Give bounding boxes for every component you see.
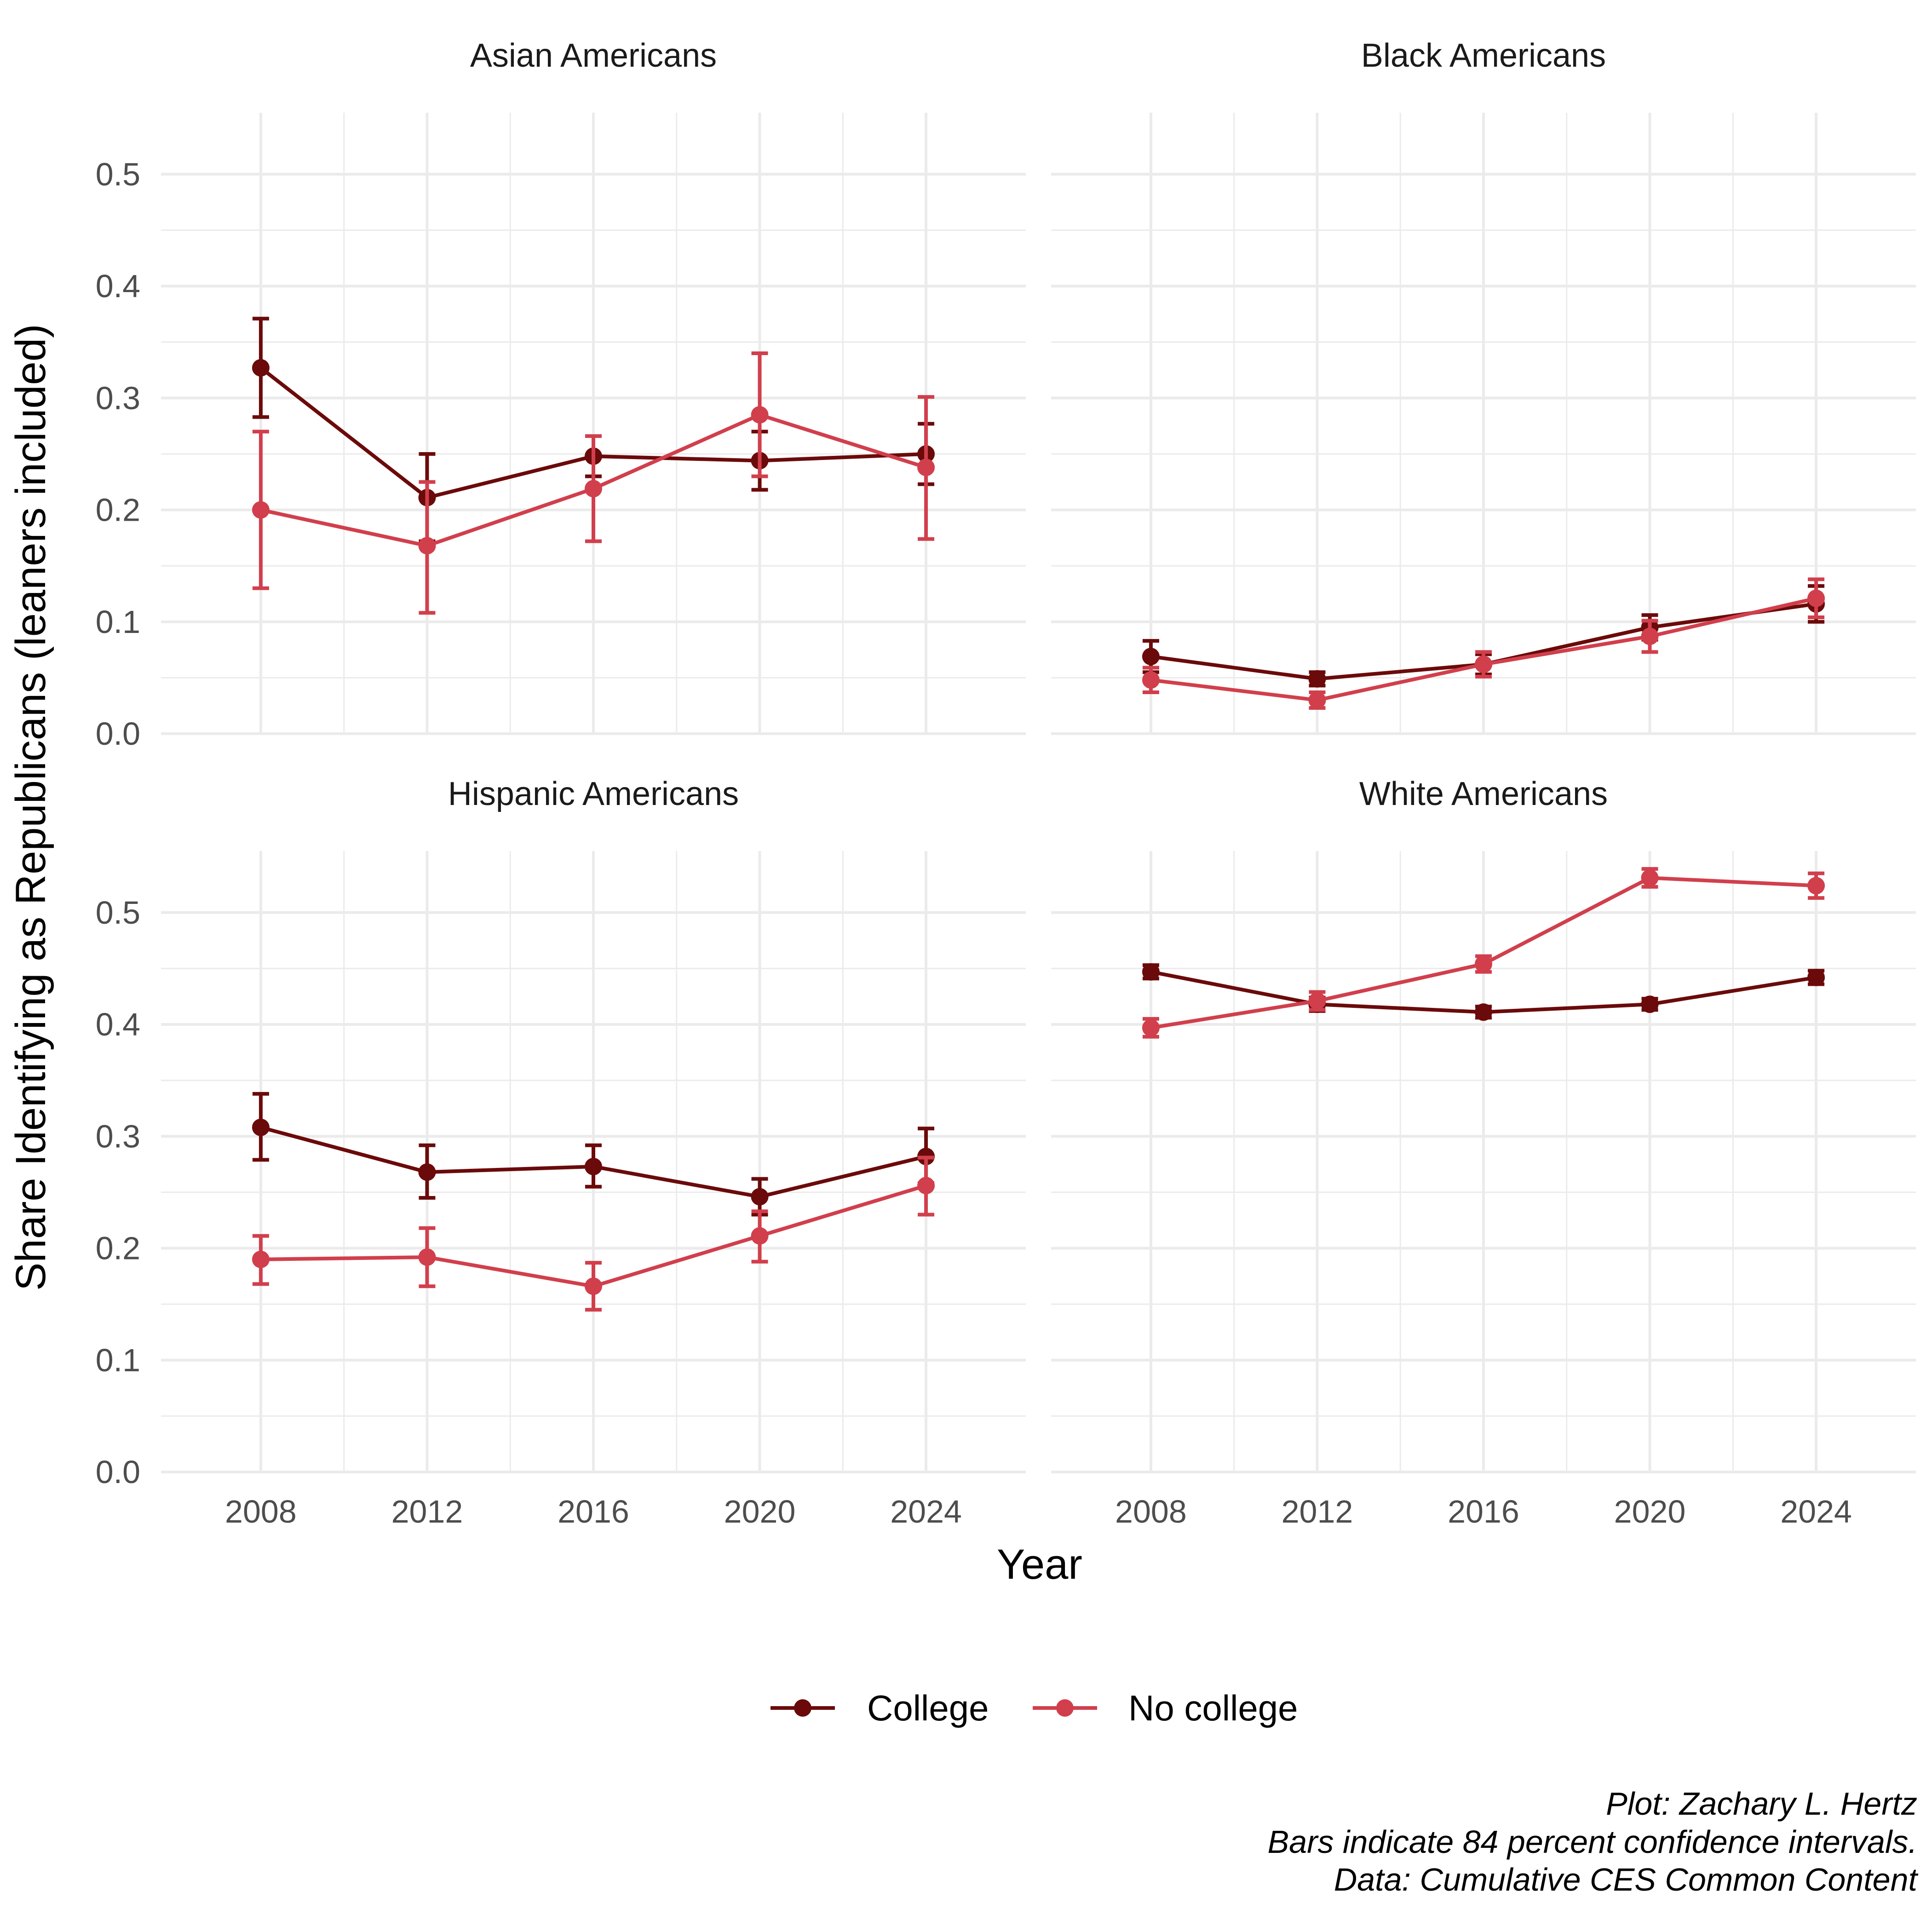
x-tick-label: 2012 (1282, 1494, 1353, 1530)
y-axis-title: Share Identifying as Republicans (leaner… (7, 324, 54, 1291)
data-point (585, 1277, 602, 1295)
data-point (1475, 656, 1492, 673)
data-point (1641, 995, 1659, 1013)
data-point (751, 406, 769, 424)
x-tick-label: 2016 (558, 1494, 629, 1530)
data-point (1807, 589, 1825, 607)
data-point (1641, 627, 1659, 645)
y-tick-label: 0.2 (96, 1230, 140, 1266)
data-point (1308, 670, 1326, 688)
caption-line-3: Data: Cumulative CES Common Content (1334, 1862, 1919, 1898)
series-college (252, 1092, 935, 1217)
data-point (252, 1118, 270, 1136)
x-tick-label: 2020 (1614, 1494, 1686, 1530)
y-tick-label: 0.5 (96, 895, 140, 931)
data-point (585, 480, 602, 498)
x-tick-label: 2016 (1448, 1494, 1519, 1530)
caption: Plot: Zachary L. Hertz Bars indicate 84 … (1268, 1786, 1919, 1898)
data-point (1308, 992, 1326, 1010)
legend-label-no-college: No college (1128, 1688, 1298, 1728)
data-point (1142, 963, 1160, 981)
data-point (1142, 671, 1160, 689)
facet-title-black-americans: Black Americans (1361, 37, 1606, 74)
data-point (1475, 955, 1492, 973)
data-point (585, 1157, 602, 1175)
facet-hispanic-americans: Hispanic Americans 0.0 0.1 0.2 0.3 0.4 0.5 2008… (96, 776, 1026, 1530)
y-tick-label: 0.4 (96, 268, 140, 304)
facet-asian-americans: Asian Americans 0.0 0.1 0.2 0.3 0.4 0.5 (96, 37, 1026, 752)
y-tick-label: 0.0 (96, 1454, 140, 1490)
facet-black-americans: Black Americans (1051, 37, 1916, 735)
facet-white-americans: White Americans 2008 2012 2016 2020 2024 (1051, 776, 1916, 1530)
y-tick-label: 0.0 (96, 716, 140, 752)
data-point (1807, 968, 1825, 986)
legend-key-no-college-point (1056, 1699, 1074, 1717)
data-point (1142, 1019, 1160, 1037)
data-point (252, 501, 270, 519)
legend: College No college (770, 1688, 1298, 1728)
data-point (1308, 691, 1326, 709)
legend-key-college-point (794, 1699, 811, 1717)
data-point (917, 1177, 935, 1195)
y-tick-label: 0.4 (96, 1006, 140, 1042)
x-tick-label: 2008 (225, 1494, 297, 1530)
data-point (1641, 869, 1659, 887)
data-point (418, 1163, 436, 1181)
data-point (917, 459, 935, 477)
series-no-college (1142, 867, 1825, 1039)
facet-title-asian-americans: Asian Americans (470, 37, 717, 74)
facet-title-white-americans: White Americans (1359, 776, 1608, 812)
data-point (1475, 1003, 1492, 1021)
legend-label-college: College (867, 1688, 989, 1728)
y-tick-label: 0.3 (96, 1118, 140, 1154)
series-no-college (252, 351, 935, 615)
series-no-college (252, 1156, 935, 1312)
x-axis-title: Year (997, 1541, 1082, 1588)
y-tick-label: 0.3 (96, 380, 140, 416)
data-point (252, 1250, 270, 1268)
y-tick-label: 0.5 (96, 156, 140, 192)
x-tick-label: 2020 (724, 1494, 796, 1530)
data-point (751, 1227, 769, 1245)
series-no-college (1142, 577, 1825, 710)
x-tick-label: 2008 (1115, 1494, 1187, 1530)
data-point (252, 359, 270, 377)
x-tick-label: 2024 (1780, 1494, 1852, 1530)
data-point (418, 537, 436, 555)
x-tick-label: 2012 (391, 1494, 463, 1530)
data-point (418, 1248, 436, 1266)
y-tick-label: 0.1 (96, 1342, 140, 1378)
y-tick-label: 0.2 (96, 492, 140, 528)
facet-panels: Asian Americans 0.0 0.1 0.2 0.3 0.4 0.5 Black A… (96, 37, 1916, 1530)
data-point (1807, 877, 1825, 895)
x-tick-label: 2024 (890, 1494, 962, 1530)
data-point (751, 1188, 769, 1206)
facet-title-hispanic-americans: Hispanic Americans (448, 776, 739, 812)
data-point (1142, 648, 1160, 666)
caption-line-2: Bars indicate 84 percent confidence inte… (1268, 1824, 1917, 1860)
caption-line-1: Plot: Zachary L. Hertz (1606, 1786, 1917, 1822)
y-tick-label: 0.1 (96, 604, 140, 640)
